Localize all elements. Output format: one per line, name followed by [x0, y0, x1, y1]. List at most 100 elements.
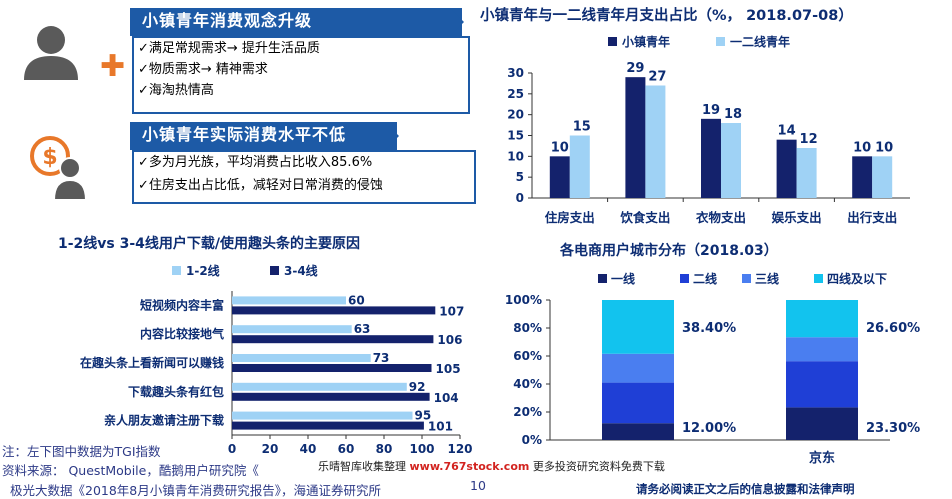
- panel-top-arrow: [450, 8, 464, 36]
- y-tick-label: 20: [507, 108, 524, 122]
- note-tgi: 注：左下图中数据为TGI指数: [2, 444, 161, 459]
- data-label: 19: [702, 103, 720, 118]
- legend-label: 1-2线: [186, 263, 220, 278]
- stack-segment: [786, 300, 858, 338]
- chart-ecom-title: 各电商用户城市分布（2018.03）: [560, 243, 778, 259]
- bar-small-town: [852, 156, 873, 198]
- watermark-text-2: 更多投资研究资料免费下载: [532, 460, 665, 473]
- y-tick-label: 0%: [522, 433, 542, 447]
- y-tick-label: 80%: [513, 321, 542, 335]
- y-tick-label: 10: [507, 149, 524, 163]
- bar-3-4line: [232, 392, 430, 401]
- legend-label: 一线: [611, 271, 635, 286]
- watermark: 乐晴智库收集整理 www.767stock.com 更多投资研究资料免费下载: [318, 458, 665, 474]
- x-tick-label: 40: [300, 442, 317, 456]
- data-label: 107: [439, 304, 464, 318]
- y-tick-label: 20%: [513, 405, 542, 419]
- legend-label: 二线: [693, 271, 717, 286]
- category-label: 下载趣头条有红包: [128, 384, 224, 399]
- data-label: 12.00%: [682, 421, 736, 436]
- y-tick-label: 5: [516, 170, 524, 184]
- data-label: 38.40%: [682, 321, 736, 336]
- panel-top-line: ✓物质需求→ 精神需求: [138, 62, 268, 77]
- panel-top-line: ✓海淘热情高: [138, 83, 214, 98]
- x-tick-label: 0: [228, 442, 236, 456]
- page-number: 10: [470, 478, 486, 493]
- legend-label: 小镇青年: [622, 34, 670, 49]
- legend-swatch: [716, 37, 725, 46]
- data-label: 15: [573, 120, 591, 135]
- bar-small-town: [776, 139, 797, 198]
- legend-swatch: [814, 274, 823, 283]
- chart-monthly-title: 小镇青年与一二线青年月支出占比（%， 2018.07-08）: [480, 8, 853, 24]
- data-label: 105: [436, 362, 461, 376]
- data-label: 14: [778, 124, 796, 139]
- data-label: 18: [724, 107, 742, 122]
- data-label: 106: [437, 333, 462, 347]
- chart-reasons: 1-2线 3-4线 0 20 40 60 80 100 120 短视频内容丰富 60 107 内容比较接…: [80, 263, 473, 456]
- category-label: 短视频内容丰富: [140, 297, 224, 312]
- stack-segment: [786, 337, 858, 362]
- x-tick-label: 20: [262, 442, 279, 456]
- legend-swatch: [270, 266, 279, 275]
- bar-1-2line: [232, 382, 407, 391]
- x-tick-label: 120: [447, 442, 472, 456]
- panel-top-box: ✓满足常规需求→ 提升生活品质 ✓物质需求→ 精神需求 ✓海淘热情高: [132, 36, 470, 114]
- data-label: 60: [348, 293, 365, 307]
- watermark-text: 乐晴智库收集整理: [318, 460, 406, 473]
- data-label: 10: [853, 140, 871, 155]
- category-label: 内容比较接地气: [140, 326, 224, 341]
- category-label: 衣物支出: [696, 210, 746, 225]
- legend-swatch: [172, 266, 181, 275]
- stack-segment: [602, 382, 674, 424]
- bar-1-2line: [232, 325, 352, 334]
- bar-1-2line: [232, 411, 413, 420]
- stack-segment: [602, 300, 674, 354]
- bar-small-town: [701, 118, 721, 198]
- stack-segment: [602, 423, 674, 440]
- bar-3-4line: [232, 335, 434, 344]
- panel-bottom-line: ✓多为月光族，平均消费占比收入85.6%: [138, 155, 373, 170]
- watermark-url[interactable]: www.767stock.com: [409, 460, 530, 473]
- category-label: 住房支出: [545, 210, 595, 225]
- category-label: 亲人朋友邀请注册下载: [104, 413, 224, 428]
- legend-swatch: [742, 274, 751, 283]
- chart-reasons-title: 1-2线vs 3-4线用户下载/使用趣头条的主要原因: [58, 236, 361, 252]
- bar-tier1-2: [569, 135, 590, 198]
- stack-segment: [786, 361, 858, 408]
- legend-label: 三线: [755, 271, 779, 286]
- money-person-icon: $: [30, 136, 88, 200]
- data-label: 29: [626, 61, 644, 76]
- panel-bottom-arrow: [385, 122, 399, 150]
- chart-monthly: 小镇青年 一二线青年 0 5 10 15 20 25 30 10 15 住房支出 29 27 饮食支出 19 1…: [507, 34, 910, 225]
- data-label: 73: [373, 351, 390, 365]
- data-label: 23.30%: [866, 421, 920, 436]
- y-tick-label: 100%: [505, 293, 542, 307]
- panel-top-title: 小镇青年消费观念升级: [130, 8, 462, 36]
- data-label: 26.60%: [866, 321, 920, 336]
- bar-3-4line: [232, 306, 436, 315]
- data-label: 10: [875, 140, 893, 155]
- data-label: 92: [409, 380, 426, 394]
- bar-tier1-2: [796, 148, 817, 198]
- bar-3-4line: [232, 364, 432, 372]
- stack-segment: [786, 407, 858, 440]
- bar-1-2line: [232, 354, 371, 362]
- y-tick-label: 40%: [513, 377, 542, 391]
- bar-small-town: [549, 156, 570, 198]
- stack-segment: [602, 353, 674, 383]
- legend-swatch: [598, 274, 607, 283]
- y-tick-label: 15: [507, 129, 524, 143]
- panel-bottom-box: ✓多为月光族，平均消费占比收入85.6% ✓住房支出占比低，减轻对日常消费的侵蚀: [132, 150, 476, 204]
- y-tick-label: 25: [507, 87, 524, 101]
- person-icon: [24, 26, 78, 80]
- disclaimer: 请务必阅读正文之后的信息披露和法律声明: [636, 482, 855, 496]
- category-label: 娱乐支出: [772, 210, 822, 225]
- panel-bottom-title: 小镇青年实际消费水平不低: [130, 122, 397, 150]
- legend-label: 3-4线: [284, 263, 318, 278]
- category-label: 饮食支出: [619, 210, 670, 225]
- data-label: 63: [354, 322, 371, 336]
- panel-top-line: ✓满足常规需求→ 提升生活品质: [138, 41, 320, 56]
- plus-icon: ✚: [100, 49, 126, 84]
- source-line: 资料来源： QuestMobile，酷鹅用户研究院《: [2, 463, 259, 478]
